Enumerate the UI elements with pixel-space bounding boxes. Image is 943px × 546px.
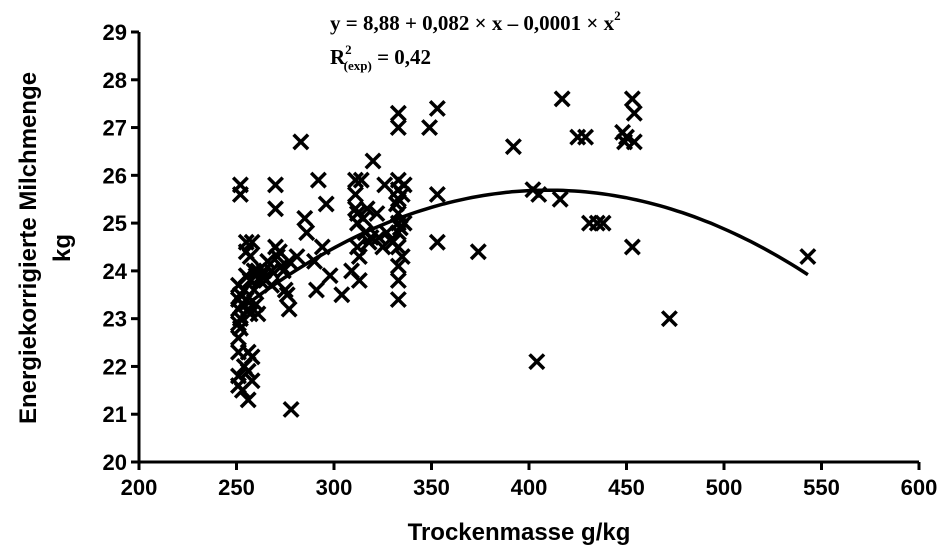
data-point (428, 233, 446, 251)
data-point (374, 238, 392, 256)
data-point (623, 90, 641, 108)
data-point (799, 248, 817, 266)
r-squared-value: = 0,42 (372, 45, 431, 69)
data-point (625, 133, 643, 151)
y-tick-label: 25 (103, 211, 127, 236)
data-point (352, 171, 370, 189)
data-point (282, 400, 300, 418)
data-point (625, 104, 643, 122)
data-point (469, 243, 487, 261)
data-point (551, 190, 569, 208)
data-point (553, 90, 571, 108)
data-point (594, 214, 612, 232)
data-point (307, 281, 325, 299)
data-point (309, 171, 327, 189)
x-tick-label: 450 (608, 475, 645, 500)
y-tick-label: 23 (103, 307, 127, 332)
data-point (243, 233, 261, 251)
data-point (231, 185, 249, 203)
data-point (298, 224, 316, 242)
data-point (395, 214, 413, 232)
data-point (317, 195, 335, 213)
data-point (296, 209, 314, 227)
x-tick-label: 550 (803, 475, 840, 500)
x-tick-label: 600 (901, 475, 938, 500)
y-tick-label: 26 (103, 163, 127, 188)
data-point (313, 238, 331, 256)
data-points-layer (229, 90, 817, 418)
data-point (241, 248, 259, 266)
regression-equation-exponent: 2 (614, 8, 621, 23)
data-point (333, 286, 351, 304)
data-point (243, 372, 261, 390)
data-point (239, 391, 257, 409)
y-tick-label: 29 (103, 20, 127, 45)
data-point (263, 262, 281, 280)
data-point (288, 248, 306, 266)
data-point (618, 128, 635, 146)
data-point (428, 185, 446, 203)
data-point (421, 119, 439, 137)
data-point (231, 319, 249, 337)
data-point (321, 267, 339, 285)
x-tick-label: 250 (218, 475, 255, 500)
data-point (504, 138, 522, 156)
r-squared-base: R (330, 45, 346, 69)
x-axis-title: Trockenmasse g/kg (408, 519, 631, 546)
fit-curve (237, 188, 809, 313)
y-tick-label: 22 (103, 354, 127, 379)
data-point (350, 248, 368, 266)
data-point (292, 133, 310, 151)
y-tick-label: 20 (103, 450, 127, 475)
data-point (368, 205, 386, 223)
x-tick-label: 350 (413, 475, 450, 500)
data-point (306, 252, 323, 270)
x-tick-label: 300 (316, 475, 353, 500)
data-point (389, 291, 407, 309)
data-point (577, 128, 595, 146)
data-point (267, 176, 284, 194)
data-point (376, 176, 394, 194)
y-tick-label: 28 (103, 68, 127, 93)
regression-equation-text: y = 8,88 + 0,082 × x – 0,0001 × x (330, 11, 615, 35)
data-point (389, 119, 407, 137)
data-point (428, 99, 446, 117)
y-axis-title-line2: kg (49, 234, 76, 262)
data-point (623, 238, 641, 256)
x-tick-label: 500 (706, 475, 743, 500)
y-axis-title-line1: Energiekorrigierte Milchmenge (15, 72, 42, 424)
data-point (263, 276, 281, 294)
data-point (528, 353, 546, 371)
fit-curve-layer (237, 188, 809, 313)
axes: 200 250 300 350 400 450 500 550 600 20 21 22 23 24 25 2… (103, 20, 938, 500)
regression-equation: y = 8,88 + 0,082 × x – 0,0001 × x2 (330, 8, 621, 35)
data-point (530, 185, 548, 203)
data-point (393, 248, 411, 266)
data-point (249, 305, 267, 323)
data-point (364, 152, 382, 170)
data-point (660, 310, 678, 328)
y-tick-label: 24 (103, 259, 128, 284)
x-tick-label: 400 (511, 475, 548, 500)
data-point (243, 348, 261, 366)
data-point (350, 271, 368, 289)
r-squared-exponent: 2 (345, 42, 352, 57)
x-tick-label: 200 (121, 475, 158, 500)
r-squared-label: R2 (exp) = 0,42 (330, 42, 431, 73)
data-point (346, 185, 364, 203)
data-point (389, 271, 407, 289)
y-tick-label: 21 (103, 402, 127, 427)
data-point (280, 252, 298, 270)
r-squared-subscript: (exp) (344, 58, 372, 73)
data-point (280, 300, 298, 318)
data-point (389, 104, 407, 122)
data-point (274, 262, 292, 280)
data-point (395, 176, 413, 194)
data-point (358, 200, 376, 218)
data-point (278, 286, 296, 304)
y-tick-label: 27 (103, 116, 127, 141)
data-point (267, 200, 284, 218)
